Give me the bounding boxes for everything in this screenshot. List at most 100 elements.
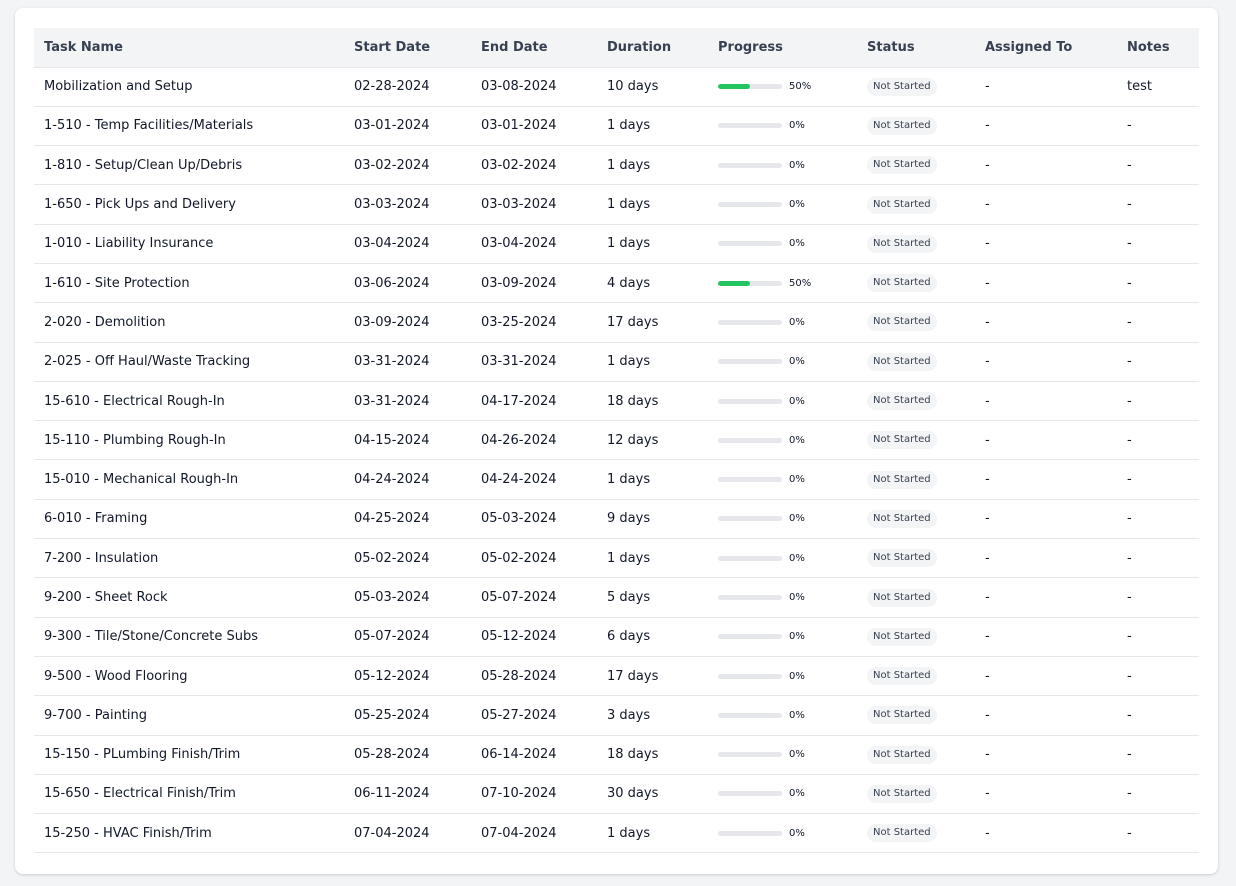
table-row[interactable]: 6-010 - Framing 04-25-2024 05-03-2024 9 day… [34, 499, 1199, 540]
header-task-name[interactable]: Task Name [34, 28, 344, 68]
progress-bar-track [718, 280, 782, 286]
task-name[interactable]: 1-650 - Pick Ups and Delivery [34, 184, 344, 225]
progress-cell: 0% [708, 813, 857, 854]
task-name[interactable]: 1-010 - Liability Insurance [34, 224, 344, 264]
task-name[interactable]: 1-810 - Setup/Clean Up/Debris [34, 145, 344, 186]
notes: - [1117, 656, 1199, 697]
table-row[interactable]: 15-250 - HVAC Finish/Trim 07-04-2024 07-04… [34, 813, 1199, 854]
table-row[interactable]: 9-500 - Wood Flooring 05-12-2024 05-28-202… [34, 656, 1199, 697]
progress-indicator: 0% [718, 120, 857, 131]
task-name[interactable]: 15-610 - Electrical Rough-In [34, 381, 344, 422]
header-notes[interactable]: Notes [1117, 28, 1199, 68]
task-name[interactable]: 9-300 - Tile/Stone/Concrete Subs [34, 617, 344, 657]
task-name[interactable]: 1-510 - Temp Facilities/Materials [34, 106, 344, 147]
header-assigned-to[interactable]: Assigned To [975, 28, 1117, 68]
progress-cell: 0% [708, 224, 857, 264]
duration: 1 days [597, 184, 708, 225]
progress-percent: 0% [789, 199, 805, 211]
start-date: 07-04-2024 [344, 813, 471, 854]
progress-percent: 0% [789, 159, 805, 171]
progress-indicator: 0% [718, 828, 857, 839]
table-row[interactable]: 9-300 - Tile/Stone/Concrete Subs 05-07-20… [34, 617, 1199, 657]
progress-bar-fill [718, 84, 750, 90]
table-row[interactable]: 1-810 - Setup/Clean Up/Debris 03-02-2024 0… [34, 145, 1199, 186]
table-row[interactable]: 9-200 - Sheet Rock 05-03-2024 05-07-2024 5 … [34, 577, 1199, 618]
progress-indicator: 0% [718, 513, 857, 524]
progress-cell: 50% [708, 67, 857, 107]
table-row[interactable]: 7-200 - Insulation 05-02-2024 05-02-2024 1 … [34, 538, 1199, 579]
notes: - [1117, 695, 1199, 736]
table-row[interactable]: 1-010 - Liability Insurance 03-04-2024 03-… [34, 224, 1199, 264]
progress-percent: 0% [789, 592, 805, 603]
task-name[interactable]: 6-010 - Framing [34, 499, 344, 540]
progress-indicator: 0% [718, 199, 857, 210]
start-date: 05-02-2024 [344, 538, 471, 579]
header-duration[interactable]: Duration [597, 28, 708, 68]
start-date: 03-06-2024 [344, 263, 471, 304]
end-date: 04-17-2024 [471, 381, 597, 422]
table-row[interactable]: 1-650 - Pick Ups and Delivery 03-03-2024 0… [34, 184, 1199, 225]
status-cell: Not Started [857, 499, 975, 540]
task-name[interactable]: 7-200 - Insulation [34, 538, 344, 579]
status-cell: Not Started [857, 342, 975, 382]
progress-percent: 0% [789, 788, 805, 800]
progress-bar-track [718, 595, 782, 600]
task-name[interactable]: Mobilization and Setup [34, 67, 344, 107]
table-row[interactable]: 15-010 - Mechanical Rough-In 04-24-2024 04… [34, 459, 1199, 500]
task-name[interactable]: 9-700 - Painting [34, 695, 344, 736]
task-name[interactable]: 2-020 - Demolition [34, 302, 344, 343]
status-badge: Not Started [867, 627, 937, 646]
table-row[interactable]: 2-025 - Off Haul/Waste Tracking 03-31-202… [34, 342, 1199, 382]
progress-cell: 50% [708, 263, 857, 304]
duration: 18 days [597, 381, 708, 422]
progress-percent: 0% [789, 316, 805, 328]
task-name[interactable]: 15-650 - Electrical Finish/Trim [34, 774, 344, 815]
status-cell: Not Started [857, 420, 975, 461]
progress-indicator: 50% [718, 81, 857, 92]
notes: - [1117, 577, 1199, 618]
end-date: 07-10-2024 [471, 774, 597, 815]
table-row[interactable]: 2-020 - Demolition 03-09-2024 03-25-2024 17… [34, 302, 1199, 343]
notes: - [1117, 224, 1199, 264]
assigned-to: - [975, 342, 1117, 382]
header-start-date[interactable]: Start Date [344, 28, 471, 68]
notes: - [1117, 184, 1199, 225]
assigned-to: - [975, 184, 1117, 225]
table-header-row: Task Name Start Date End Date Duration P… [34, 28, 1199, 68]
status-cell: Not Started [857, 538, 975, 579]
status-badge: Not Started [867, 234, 937, 253]
table-row[interactable]: 15-610 - Electrical Rough-In 03-31-2024 04… [34, 381, 1199, 422]
table-row[interactable]: 1-510 - Temp Facilities/Materials 03-01-2… [34, 106, 1199, 147]
end-date: 03-31-2024 [471, 342, 597, 382]
table-row[interactable]: 15-650 - Electrical Finish/Trim 06-11-202… [34, 774, 1199, 815]
table-row[interactable]: 9-700 - Painting 05-25-2024 05-27-2024 3 da… [34, 695, 1199, 736]
progress-bar-track [718, 437, 782, 443]
task-name[interactable]: 15-150 - PLumbing Finish/Trim [34, 735, 344, 775]
task-name[interactable]: 15-110 - Plumbing Rough-In [34, 420, 344, 461]
task-name[interactable]: 2-025 - Off Haul/Waste Tracking [34, 342, 344, 382]
table-row[interactable]: 1-610 - Site Protection 03-06-2024 03-09-2… [34, 263, 1199, 304]
status-badge: Not Started [867, 745, 937, 764]
status-cell: Not Started [857, 695, 975, 736]
progress-percent: 0% [789, 434, 805, 446]
header-status[interactable]: Status [857, 28, 975, 68]
task-name[interactable]: 15-010 - Mechanical Rough-In [34, 459, 344, 500]
table-row[interactable]: 15-110 - Plumbing Rough-In 04-15-2024 04-2… [34, 420, 1199, 461]
progress-indicator: 0% [718, 396, 857, 407]
end-date: 03-03-2024 [471, 184, 597, 225]
header-end-date[interactable]: End Date [471, 28, 597, 68]
progress-cell: 0% [708, 184, 857, 225]
end-date: 05-07-2024 [471, 577, 597, 618]
task-name[interactable]: 15-250 - HVAC Finish/Trim [34, 813, 344, 854]
table-row[interactable]: 15-150 - PLumbing Finish/Trim 05-28-2024 0… [34, 735, 1199, 775]
table-row[interactable]: Mobilization and Setup 02-28-2024 03-08-20… [34, 67, 1199, 107]
status-badge: Not Started [867, 470, 937, 489]
progress-bar-track [718, 84, 782, 90]
assigned-to: - [975, 224, 1117, 264]
task-name[interactable]: 9-500 - Wood Flooring [34, 656, 344, 697]
task-name[interactable]: 1-610 - Site Protection [34, 263, 344, 304]
duration: 1 days [597, 538, 708, 579]
assigned-to: - [975, 735, 1117, 775]
header-progress[interactable]: Progress [708, 28, 857, 68]
task-name[interactable]: 9-200 - Sheet Rock [34, 577, 344, 618]
